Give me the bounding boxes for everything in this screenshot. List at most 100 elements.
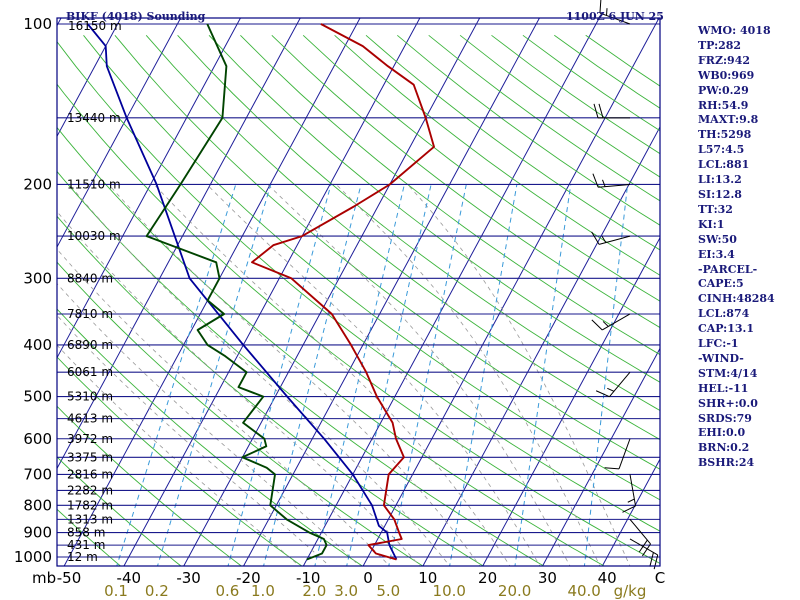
height-label: 11510 m	[67, 177, 121, 191]
height-label: 12 m	[67, 550, 98, 564]
dry-adiabat-line	[365, 34, 660, 251]
temperature-tick-label: -50	[57, 569, 82, 587]
mixing-ratio-tick-label: 0.6	[215, 582, 239, 600]
sounding-index: CAP:13.1	[698, 322, 755, 336]
mixing-ratio-tick-label: 2.0	[302, 582, 326, 600]
isotherm-line	[183, 18, 481, 566]
isotherm-line	[57, 18, 242, 359]
temperature-trace	[251, 23, 435, 561]
sounding-index: TP:282	[698, 38, 742, 52]
temperature-tick-label: 0	[363, 569, 373, 587]
moist-adiabat-line	[57, 314, 331, 566]
dry-adiabat-line	[57, 83, 660, 564]
mixing-ratio-unit-label: g/kg	[614, 582, 647, 600]
pressure-tick-label: 900	[23, 524, 52, 542]
sounding-index: L57:4.5	[698, 143, 745, 157]
sounding-index: LI:13.2	[698, 173, 742, 187]
parcel-trace	[87, 23, 398, 560]
height-label: 13440 m	[67, 111, 121, 125]
height-label: 7810 m	[67, 307, 113, 321]
sounding-index: EI:3.4	[698, 247, 735, 261]
dry-adiabat-line	[57, 308, 364, 566]
sounding-index: SW:50	[698, 232, 737, 246]
sounding-index: FRZ:942	[698, 53, 751, 67]
pressure-tick-label: 100	[23, 15, 52, 33]
pressure-tick-label: 500	[23, 388, 52, 406]
mixing-ratio-line	[156, 184, 272, 566]
temperature-tick-label: -30	[176, 569, 201, 587]
dry-adiabat-line	[177, 34, 660, 412]
height-label: 16150 m	[68, 19, 122, 33]
dry-adiabat-line	[83, 35, 660, 501]
sounding-index: BSHR:24	[698, 456, 755, 470]
mixing-ratio-line	[227, 184, 332, 566]
sounding-traces	[87, 23, 435, 561]
height-label: 6890 m	[67, 338, 113, 352]
temperature-tick-label: 20	[478, 569, 497, 587]
mixing-ratio-line	[116, 184, 237, 566]
wind-barb	[604, 438, 631, 470]
mixing-ratio-tick-label: 5.0	[376, 582, 400, 600]
dewpoint-trace	[145, 23, 328, 561]
dry-adiabat-line	[57, 456, 182, 566]
height-label: 10030 m	[67, 229, 121, 243]
wind-barb	[591, 313, 631, 331]
mixing-ratio-line	[263, 184, 362, 566]
sounding-index: -PARCEL-	[698, 262, 758, 276]
pressure-tick-label: 700	[23, 465, 52, 483]
sounding-index: WB0:969	[698, 68, 755, 82]
height-label: 2282 m	[67, 483, 113, 497]
mixing-ratio-line	[449, 184, 518, 566]
sounding-index: MAXT:9.8	[698, 113, 759, 127]
dry-adiabat-line	[208, 34, 660, 383]
wind-barb	[595, 371, 631, 398]
height-label: 1782 m	[67, 498, 113, 512]
moist-adiabat-line	[68, 184, 451, 566]
height-label: 8840 m	[67, 271, 113, 285]
dry-adiabat-line	[57, 40, 660, 532]
isotherm-line	[362, 18, 660, 566]
sounding-index: SI:12.8	[698, 187, 742, 201]
sounding-index: SRDS:79	[698, 411, 752, 425]
moist-adiabat-line	[153, 184, 511, 566]
dry-adiabat-line	[145, 35, 660, 441]
sounding-index: HEL:-11	[698, 381, 749, 395]
sounding-index: TT:32	[698, 202, 733, 216]
temperature-tick-label: -20	[236, 569, 261, 587]
moist-adiabat-line	[57, 282, 361, 566]
isotherm-line	[123, 18, 421, 566]
temperature-tick-label: -40	[117, 569, 142, 587]
chart-title: BIKF (4018) Sounding	[66, 10, 206, 23]
isotherm-line	[422, 125, 660, 566]
mixing-ratio-tick-label: 40.0	[567, 582, 600, 600]
pressure-unit-label: mb	[32, 569, 56, 587]
sounding-index: LCL:874	[698, 307, 750, 321]
wind-barb	[591, 231, 631, 245]
mixing-ratio-tick-label: 10.0	[433, 582, 466, 600]
height-label: 1313 m	[67, 512, 113, 526]
height-label: 2816 m	[67, 467, 113, 481]
mixing-ratio-tick-label: 20.0	[498, 582, 531, 600]
height-label: 4613 m	[67, 412, 113, 426]
height-label: 3972 m	[67, 432, 113, 446]
moist-adiabat-line	[407, 184, 631, 566]
sounding-index: CINH:48284	[698, 292, 775, 306]
temperature-tick-label: -10	[296, 569, 321, 587]
height-label: 3375 m	[67, 450, 113, 464]
moist-adiabat-line	[267, 184, 571, 566]
dry-adiabat-line	[57, 508, 122, 566]
dry-adiabat-line	[57, 356, 303, 566]
wind-barb	[592, 173, 631, 188]
mixing-ratio-tick-label: 0.2	[145, 582, 169, 600]
moist-adiabat-line	[108, 184, 481, 566]
wind-barb	[629, 538, 659, 570]
pressure-tick-label: 600	[23, 430, 52, 448]
wind-barb	[593, 103, 630, 119]
pressure-tick-label: 400	[23, 336, 52, 354]
sounding-index: EHI:0.0	[698, 426, 746, 440]
moist-adiabat-line	[57, 210, 421, 566]
sounding-index: PW:0.29	[698, 83, 749, 97]
pressure-tick-label: 800	[23, 496, 52, 514]
mixing-ratio-line	[514, 184, 572, 566]
